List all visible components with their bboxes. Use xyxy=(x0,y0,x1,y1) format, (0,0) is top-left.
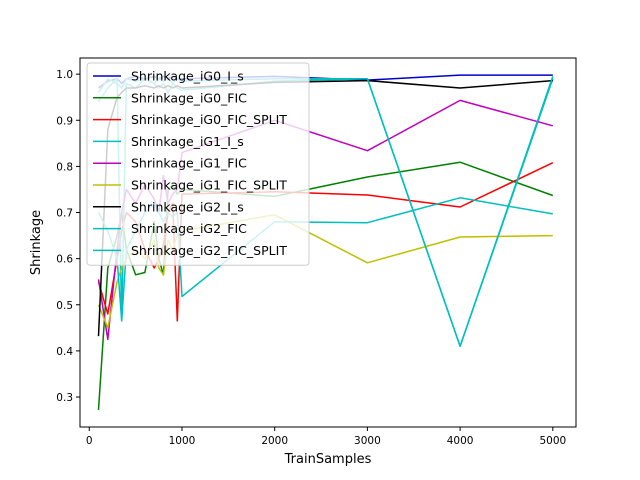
y-tick-label: 0.9 xyxy=(56,115,73,127)
legend-box xyxy=(86,62,310,266)
y-tick-label: 1.0 xyxy=(56,69,73,81)
y-axis-label: Shrinkage xyxy=(29,210,44,275)
x-tick-label: 0 xyxy=(86,435,93,447)
y-tick-label: 0.4 xyxy=(56,346,73,358)
legend-label: Shrinkage_iG2_FIC xyxy=(131,221,247,236)
x-tick-label: 2000 xyxy=(261,435,288,447)
legend-label: Shrinkage_iG0_FIC_SPLIT xyxy=(131,112,287,127)
x-tick-label: 5000 xyxy=(539,435,566,447)
legend-label: Shrinkage_iG0_I_s xyxy=(131,69,244,84)
y-tick-label: 0.5 xyxy=(56,300,73,312)
x-axis: 0 1000 2000 3000 4000 5000 xyxy=(86,427,566,447)
legend: Shrinkage_iG0_I_s Shrinkage_iG0_FIC Shrink… xyxy=(86,62,310,266)
legend-label: Shrinkage_iG1_FIC xyxy=(131,156,247,171)
x-tick-label: 4000 xyxy=(447,435,474,447)
y-tick-label: 0.8 xyxy=(56,161,73,173)
x-tick-label: 1000 xyxy=(169,435,196,447)
y-axis: 0.3 0.4 0.5 0.6 0.7 0.8 0.9 1.0 xyxy=(56,69,80,404)
legend-label: Shrinkage_iG0_FIC xyxy=(131,90,247,105)
legend-label: Shrinkage_iG2_I_s xyxy=(131,199,244,214)
x-axis-label: TrainSamples xyxy=(284,452,372,467)
axes-frame xyxy=(79,57,577,428)
y-tick-label: 0.3 xyxy=(56,392,73,404)
legend-label: Shrinkage_iG2_FIC_SPLIT xyxy=(131,243,287,258)
y-tick-label: 0.7 xyxy=(56,208,73,220)
legend-label: Shrinkage_iG1_I_s xyxy=(131,134,244,149)
legend-label: Shrinkage_iG1_FIC_SPLIT xyxy=(131,178,287,193)
y-tick-label: 0.6 xyxy=(56,254,73,266)
x-tick-label: 3000 xyxy=(354,435,381,447)
